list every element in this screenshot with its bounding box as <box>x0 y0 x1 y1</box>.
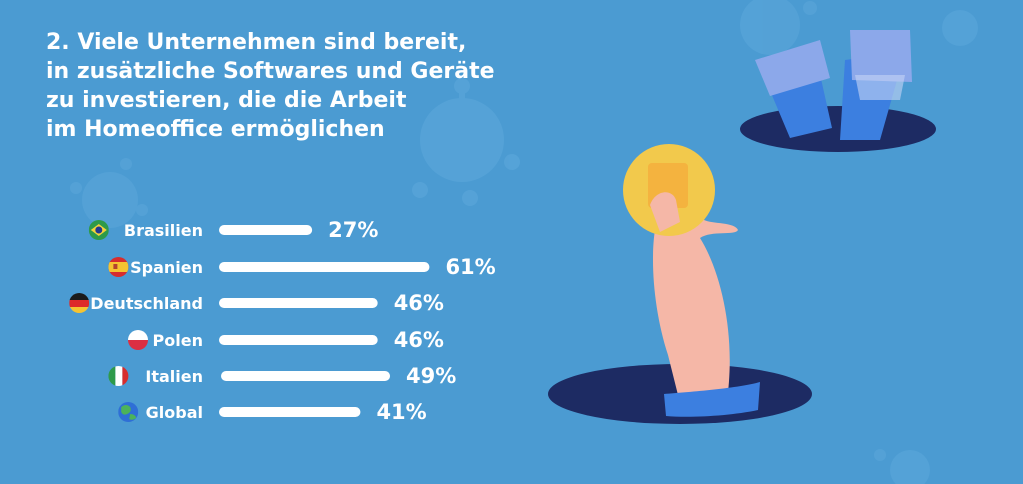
virus-decoration-icon <box>740 0 978 484</box>
legs-in-hole-illustration <box>740 30 936 152</box>
bar <box>219 335 378 345</box>
bar <box>219 407 361 417</box>
bar <box>221 371 391 381</box>
category-label: Italien <box>145 367 203 386</box>
value-label: 46% <box>394 291 444 315</box>
italy-flag-icon <box>108 366 129 386</box>
title-line: 2. Viele Unternehmen sind bereit, <box>46 30 467 55</box>
virus-decoration-icon <box>70 158 148 228</box>
category-label: Brasilien <box>124 221 203 240</box>
title-line: zu investieren, die die Arbeit <box>46 88 407 113</box>
brazil-flag-icon <box>88 220 109 240</box>
value-label: 61% <box>445 255 495 279</box>
bar <box>219 262 430 272</box>
poland-flag-icon <box>128 330 148 350</box>
title-line: im Homeoffice ermöglichen <box>46 117 385 142</box>
spain-flag-icon <box>108 257 129 277</box>
value-label: 41% <box>376 400 426 424</box>
value-label: 27% <box>328 218 378 242</box>
category-label: Spanien <box>130 258 203 277</box>
value-label: 49% <box>406 364 456 388</box>
globe-icon <box>118 402 139 422</box>
category-label: Global <box>146 403 203 422</box>
bar <box>219 298 378 308</box>
title-line: in zusätzliche Softwares und Geräte <box>46 59 495 84</box>
value-label: 46% <box>394 328 444 352</box>
category-label: Polen <box>153 331 203 350</box>
germany-flag-icon <box>69 293 90 313</box>
category-label: Deutschland <box>90 294 203 313</box>
page-title: 2. Viele Unternehmen sind bereit, in zus… <box>46 28 516 144</box>
bar <box>219 225 313 235</box>
hand-holding-coin-illustration <box>548 144 812 424</box>
virus-decoration-icon <box>412 78 520 206</box>
